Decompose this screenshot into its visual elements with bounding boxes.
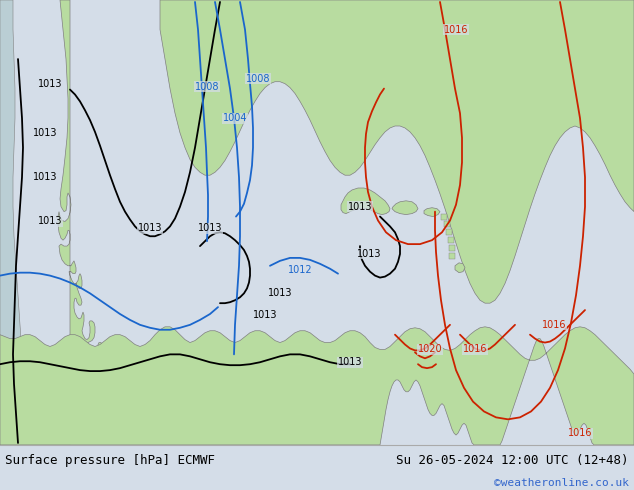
Polygon shape xyxy=(0,327,634,445)
Text: 1012: 1012 xyxy=(288,265,313,275)
Text: 1013: 1013 xyxy=(253,310,277,320)
Polygon shape xyxy=(441,214,447,220)
Polygon shape xyxy=(0,0,24,445)
Text: 1013: 1013 xyxy=(33,128,57,138)
Text: 1013: 1013 xyxy=(338,357,362,367)
Polygon shape xyxy=(424,208,440,217)
Polygon shape xyxy=(392,201,418,215)
Polygon shape xyxy=(446,229,452,235)
Text: 1013: 1013 xyxy=(357,249,381,259)
Text: 1013: 1013 xyxy=(38,217,62,226)
Text: 1008: 1008 xyxy=(195,82,219,92)
Polygon shape xyxy=(0,0,192,445)
Polygon shape xyxy=(448,237,454,243)
Text: 1013: 1013 xyxy=(138,223,162,233)
Polygon shape xyxy=(160,0,634,303)
Text: ©weatheronline.co.uk: ©weatheronline.co.uk xyxy=(494,478,629,488)
Text: 1004: 1004 xyxy=(223,113,247,123)
Text: 1020: 1020 xyxy=(418,344,443,354)
Text: 1013: 1013 xyxy=(268,288,292,298)
Text: 1008: 1008 xyxy=(246,74,270,84)
Polygon shape xyxy=(449,245,455,251)
Text: 1016: 1016 xyxy=(541,320,566,330)
Polygon shape xyxy=(449,253,455,259)
Polygon shape xyxy=(341,188,390,215)
Text: 1013: 1013 xyxy=(38,79,62,89)
Text: 1013: 1013 xyxy=(348,202,372,212)
Text: 1013: 1013 xyxy=(198,223,223,233)
Polygon shape xyxy=(455,263,465,272)
Text: Su 26-05-2024 12:00 UTC (12+48): Su 26-05-2024 12:00 UTC (12+48) xyxy=(396,454,629,467)
Text: 1016: 1016 xyxy=(444,24,469,34)
Text: 1013: 1013 xyxy=(33,172,57,182)
Polygon shape xyxy=(444,221,450,227)
Text: 1016: 1016 xyxy=(568,428,592,438)
Text: 1016: 1016 xyxy=(463,344,488,354)
Text: Surface pressure [hPa] ECMWF: Surface pressure [hPa] ECMWF xyxy=(5,454,215,467)
